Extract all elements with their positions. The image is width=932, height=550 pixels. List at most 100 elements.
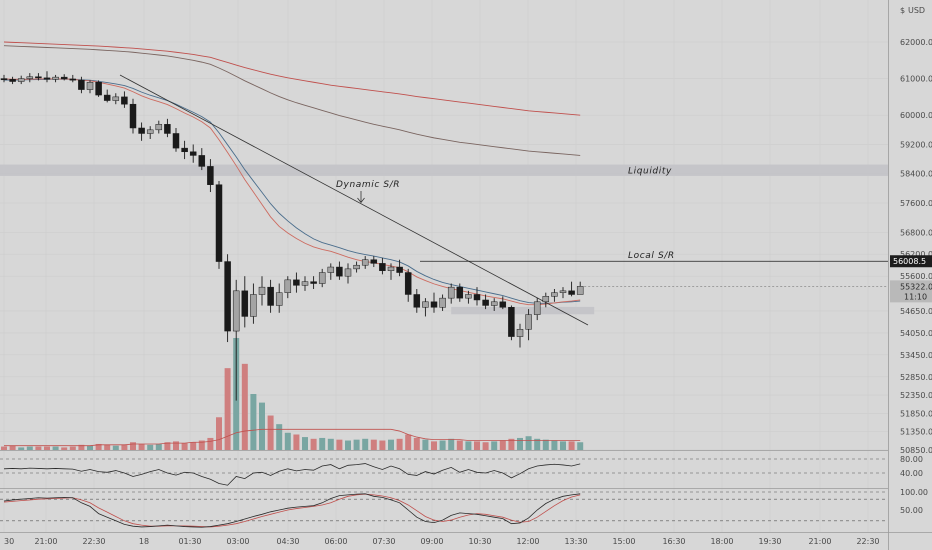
candle-body[interactable]: [576, 286, 584, 295]
candle-body[interactable]: [422, 301, 429, 308]
volume-bar: [517, 437, 523, 450]
volume-bar: [87, 445, 93, 450]
candle-body[interactable]: [69, 78, 77, 81]
candle-body[interactable]: [284, 279, 292, 293]
candle-body[interactable]: [396, 266, 403, 273]
candle-body[interactable]: [155, 124, 163, 131]
volume-bar: [345, 440, 351, 450]
candle-body[interactable]: [379, 263, 386, 271]
volume-bar: [121, 444, 128, 450]
candle-body[interactable]: [215, 184, 223, 262]
candle-body[interactable]: [293, 279, 300, 286]
candle-body[interactable]: [250, 294, 257, 317]
candle-body[interactable]: [275, 292, 283, 306]
dynamic-sr-arrow-head: [357, 197, 365, 204]
candle-body[interactable]: [456, 286, 464, 299]
candle-body[interactable]: [301, 281, 309, 286]
candle-body[interactable]: [508, 307, 515, 337]
candle-body[interactable]: [465, 294, 472, 299]
candle-body[interactable]: [86, 82, 94, 90]
candle-body[interactable]: [172, 133, 180, 149]
volume-bar: [216, 417, 222, 450]
candle-body[interactable]: [439, 297, 446, 308]
candle-body[interactable]: [370, 259, 378, 264]
candle-body[interactable]: [482, 299, 489, 306]
candle-body[interactable]: [499, 301, 507, 308]
candle-body[interactable]: [0, 78, 8, 81]
candle-body[interactable]: [404, 272, 412, 295]
candle-body[interactable]: [533, 301, 541, 315]
candle-body[interactable]: [129, 103, 137, 129]
candle-body[interactable]: [207, 166, 214, 185]
candle-body[interactable]: [241, 290, 249, 317]
candle-body[interactable]: [17, 78, 25, 82]
volume-bar: [542, 439, 549, 450]
candle-body[interactable]: [26, 76, 34, 79]
candle-body[interactable]: [542, 296, 550, 303]
time-tick-label: 16:30: [662, 537, 685, 546]
candle-body[interactable]: [490, 301, 498, 306]
candle-body[interactable]: [559, 290, 567, 293]
candle-body[interactable]: [224, 261, 231, 332]
candle-body[interactable]: [568, 290, 575, 295]
candle-body[interactable]: [551, 292, 558, 297]
candle-body[interactable]: [35, 76, 42, 79]
volume-bar: [104, 444, 111, 450]
stoch-d-line: [3, 493, 581, 528]
candle-body[interactable]: [413, 294, 421, 308]
candle-body[interactable]: [318, 272, 326, 284]
candle-body[interactable]: [258, 286, 266, 295]
candle-body[interactable]: [353, 264, 360, 270]
time-tick-label: 13:30: [564, 537, 587, 546]
candle-body[interactable]: [189, 151, 197, 156]
candle-body[interactable]: [112, 96, 120, 101]
volume-bar: [319, 437, 326, 450]
candle-body[interactable]: [430, 301, 438, 308]
candle-body[interactable]: [327, 266, 335, 273]
stoch-tick-label: 50.00: [900, 506, 923, 515]
local-sr-price-badge-label: 56008.5: [893, 257, 926, 266]
candle-body[interactable]: [336, 266, 343, 277]
candle-body[interactable]: [146, 129, 154, 134]
candle-body[interactable]: [78, 79, 85, 90]
candle-body[interactable]: [525, 314, 532, 330]
price-tick-label: 55600.0: [900, 272, 932, 281]
candle-body[interactable]: [516, 328, 524, 337]
candle-body[interactable]: [95, 82, 102, 96]
candle-body[interactable]: [361, 259, 369, 266]
candle-body[interactable]: [52, 76, 59, 80]
volume-bar: [431, 441, 437, 450]
volume-bar: [302, 437, 308, 450]
candles-layer[interactable]: [0, 71, 584, 401]
candle-body[interactable]: [198, 155, 206, 167]
candle-body[interactable]: [164, 124, 171, 134]
candle-body[interactable]: [138, 127, 145, 134]
price-tick-label: 54050.0: [900, 329, 932, 338]
volume-bar: [474, 441, 480, 450]
candle-body[interactable]: [103, 94, 111, 101]
candle-body[interactable]: [344, 268, 352, 277]
countdown-label: 11:10: [904, 292, 927, 301]
candle-body[interactable]: [121, 96, 128, 105]
candle-body[interactable]: [43, 77, 51, 80]
volume-bar: [173, 441, 179, 450]
candle-body[interactable]: [267, 286, 274, 306]
candle-body[interactable]: [387, 266, 395, 271]
candle-body[interactable]: [232, 290, 240, 332]
candle-body[interactable]: [181, 147, 188, 153]
zones-layer: [0, 164, 888, 315]
candle-body[interactable]: [447, 286, 455, 299]
time-tick-label: 10:30: [468, 537, 491, 546]
volume-bar: [534, 438, 541, 450]
candle-body[interactable]: [60, 76, 68, 80]
candle-body[interactable]: [310, 281, 317, 284]
candle-body[interactable]: [9, 79, 16, 82]
volume-bar: [18, 447, 25, 450]
volume-bar: [69, 446, 76, 450]
candle-body[interactable]: [473, 294, 481, 301]
volume-bar: [207, 437, 214, 450]
time-tick-label: 03:00: [226, 537, 249, 546]
